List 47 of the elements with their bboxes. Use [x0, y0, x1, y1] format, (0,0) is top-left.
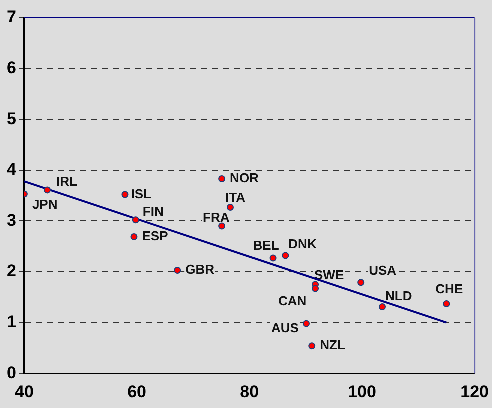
- point: [378, 304, 386, 311]
- point: [308, 342, 316, 350]
- point: [122, 191, 129, 198]
- x-tick-label: 120: [460, 382, 490, 402]
- y-tick-label: 6: [6, 58, 16, 78]
- point: [302, 320, 310, 328]
- annotation: FRA: [203, 210, 230, 225]
- point: [218, 176, 226, 183]
- y-tick-label: 5: [6, 109, 16, 128]
- annotation: SWE: [314, 267, 344, 282]
- point: [312, 285, 319, 292]
- y-tick-label: 4: [6, 160, 17, 180]
- y-tick-label: 1: [6, 312, 16, 332]
- annotation: NLD: [385, 288, 412, 304]
- point: [130, 233, 138, 240]
- annotation: NZL: [320, 338, 346, 353]
- y-tick-label: 7: [6, 8, 16, 27]
- point: [358, 279, 365, 286]
- point: [218, 222, 226, 230]
- point: [270, 254, 277, 262]
- point: [44, 186, 52, 194]
- point: [226, 204, 234, 211]
- annotation: AUS: [271, 320, 300, 336]
- x-tick-label: 40: [14, 382, 34, 402]
- annotation: IRL: [56, 174, 78, 189]
- y-tick-label: 0: [6, 363, 16, 382]
- point: [174, 266, 182, 274]
- point: [132, 216, 140, 224]
- point: [282, 252, 290, 260]
- annotation: CHE: [436, 282, 464, 297]
- x-tick-label: 60: [128, 382, 147, 402]
- annotation: FIN: [142, 204, 164, 219]
- annotation: USA: [369, 263, 398, 278]
- annotation: NOR: [230, 170, 260, 186]
- x-tick-label: 100: [348, 382, 376, 402]
- y-tick-label: 3: [6, 210, 16, 230]
- point: [443, 300, 450, 308]
- annotation: GBR: [186, 262, 216, 278]
- y-tick-label: 2: [6, 262, 16, 281]
- annotation: ESP: [142, 228, 169, 244]
- annotation: CAN: [278, 293, 307, 308]
- annotation: DNK: [288, 236, 318, 252]
- annotation: JPN: [32, 196, 58, 212]
- annotation: BEL: [253, 238, 280, 253]
- annotation: ITA: [225, 190, 246, 206]
- annotation: ISL: [131, 186, 152, 202]
- x-tick-label: 80: [240, 382, 260, 402]
